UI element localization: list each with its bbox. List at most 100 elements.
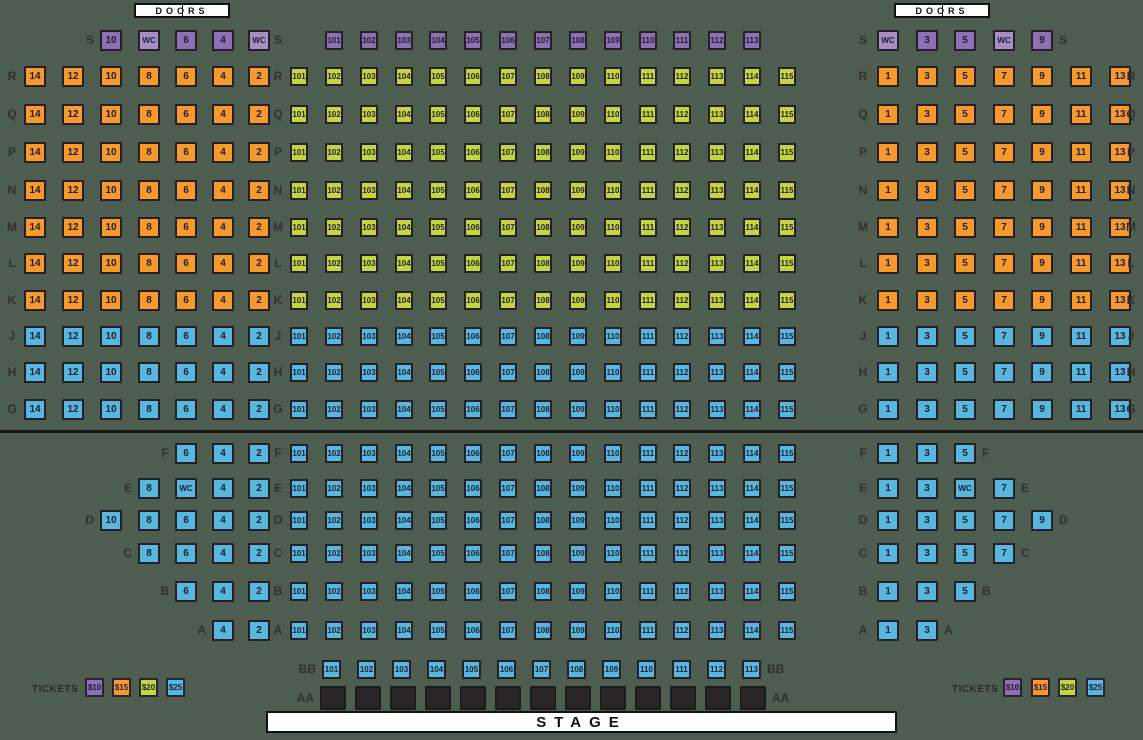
seat-P-112[interactable]: 112 [673,143,691,162]
seat-D-3[interactable]: 3 [916,510,938,531]
seat-R-11[interactable]: 11 [1070,66,1092,87]
seat-BB-113[interactable]: 113 [742,660,761,679]
seat-K-103[interactable]: 103 [360,291,378,310]
seat-R-3[interactable]: 3 [916,66,938,87]
seat-S-103[interactable]: 103 [395,31,413,50]
seat-A-1[interactable]: 1 [877,620,899,641]
seat-K-109[interactable]: 109 [569,291,587,310]
seat-M-103[interactable]: 103 [360,218,378,237]
seat-J-101[interactable]: 101 [290,327,308,346]
seat-R-2[interactable]: 2 [248,66,270,87]
seat-J-10[interactable]: 10 [100,326,122,347]
seat-R-6[interactable]: 6 [175,66,197,87]
seat-D-109[interactable]: 109 [569,511,587,530]
seat-E-109[interactable]: 109 [569,479,587,498]
seat-A-102[interactable]: 102 [325,621,343,640]
seat-A-108[interactable]: 108 [534,621,552,640]
seat-L-12[interactable]: 12 [62,253,84,274]
seat-R-115[interactable]: 115 [778,67,796,86]
seat-C-112[interactable]: 112 [673,544,691,563]
seat-J-4[interactable]: 4 [212,326,234,347]
seat-L-104[interactable]: 104 [395,254,413,273]
seat-AA-block[interactable] [460,686,486,710]
seat-AA-block[interactable] [635,686,661,710]
seat-J-6[interactable]: 6 [175,326,197,347]
seat-R-114[interactable]: 114 [743,67,761,86]
seat-G-108[interactable]: 108 [534,400,552,419]
seat-P-9[interactable]: 9 [1031,142,1053,163]
seat-M-6[interactable]: 6 [175,217,197,238]
seat-E-110[interactable]: 110 [604,479,622,498]
seat-H-111[interactable]: 111 [639,363,657,382]
seat-N-112[interactable]: 112 [673,181,691,200]
seat-E-1[interactable]: 1 [877,478,899,499]
seat-K-3[interactable]: 3 [916,290,938,311]
seat-N-107[interactable]: 107 [499,181,517,200]
seat-L-1[interactable]: 1 [877,253,899,274]
seat-B-6[interactable]: 6 [175,581,197,602]
seat-BB-109[interactable]: 109 [602,660,621,679]
seat-H-12[interactable]: 12 [62,362,84,383]
seat-D-8[interactable]: 8 [138,510,160,531]
seat-K-106[interactable]: 106 [464,291,482,310]
seat-H-104[interactable]: 104 [395,363,413,382]
seat-C-110[interactable]: 110 [604,544,622,563]
seat-C-7[interactable]: 7 [993,543,1015,564]
seat-L-115[interactable]: 115 [778,254,796,273]
seat-F-105[interactable]: 105 [429,444,447,463]
seat-J-111[interactable]: 111 [639,327,657,346]
seat-AA-block[interactable] [425,686,451,710]
seat-C-111[interactable]: 111 [639,544,657,563]
seat-B-112[interactable]: 112 [673,582,691,601]
seat-N-7[interactable]: 7 [993,180,1015,201]
seat-B-2[interactable]: 2 [248,581,270,602]
seat-K-112[interactable]: 112 [673,291,691,310]
seat-F-115[interactable]: 115 [778,444,796,463]
seat-R-108[interactable]: 108 [534,67,552,86]
seat-H-115[interactable]: 115 [778,363,796,382]
seat-A-105[interactable]: 105 [429,621,447,640]
seat-D-113[interactable]: 113 [708,511,726,530]
seat-BB-112[interactable]: 112 [707,660,726,679]
seat-Q-10[interactable]: 10 [100,104,122,125]
seat-K-9[interactable]: 9 [1031,290,1053,311]
seat-S-WC[interactable]: WC [248,30,270,51]
seat-G-106[interactable]: 106 [464,400,482,419]
seat-S-WC[interactable]: WC [138,30,160,51]
seat-F-4[interactable]: 4 [212,443,234,464]
seat-N-14[interactable]: 14 [24,180,46,201]
seat-L-112[interactable]: 112 [673,254,691,273]
seat-A-101[interactable]: 101 [290,621,308,640]
seat-N-1[interactable]: 1 [877,180,899,201]
seat-K-108[interactable]: 108 [534,291,552,310]
seat-B-115[interactable]: 115 [778,582,796,601]
seat-J-110[interactable]: 110 [604,327,622,346]
seat-M-106[interactable]: 106 [464,218,482,237]
seat-H-102[interactable]: 102 [325,363,343,382]
seat-Q-112[interactable]: 112 [673,105,691,124]
seat-B-109[interactable]: 109 [569,582,587,601]
seat-E-111[interactable]: 111 [639,479,657,498]
seat-N-106[interactable]: 106 [464,181,482,200]
seat-C-1[interactable]: 1 [877,543,899,564]
seat-S-111[interactable]: 111 [673,31,691,50]
seat-R-14[interactable]: 14 [24,66,46,87]
seat-P-109[interactable]: 109 [569,143,587,162]
seat-N-115[interactable]: 115 [778,181,796,200]
seat-B-102[interactable]: 102 [325,582,343,601]
seat-A-107[interactable]: 107 [499,621,517,640]
seat-BB-107[interactable]: 107 [532,660,551,679]
seat-P-107[interactable]: 107 [499,143,517,162]
seat-P-14[interactable]: 14 [24,142,46,163]
seat-M-5[interactable]: 5 [954,217,976,238]
seat-G-12[interactable]: 12 [62,399,84,420]
seat-N-9[interactable]: 9 [1031,180,1053,201]
seat-N-111[interactable]: 111 [639,181,657,200]
seat-R-13[interactable]: 13 [1109,66,1131,87]
seat-D-112[interactable]: 112 [673,511,691,530]
seat-E-106[interactable]: 106 [464,479,482,498]
seat-E-115[interactable]: 115 [778,479,796,498]
seat-S-9[interactable]: 9 [1031,30,1053,51]
seat-N-8[interactable]: 8 [138,180,160,201]
seat-BB-106[interactable]: 106 [497,660,516,679]
